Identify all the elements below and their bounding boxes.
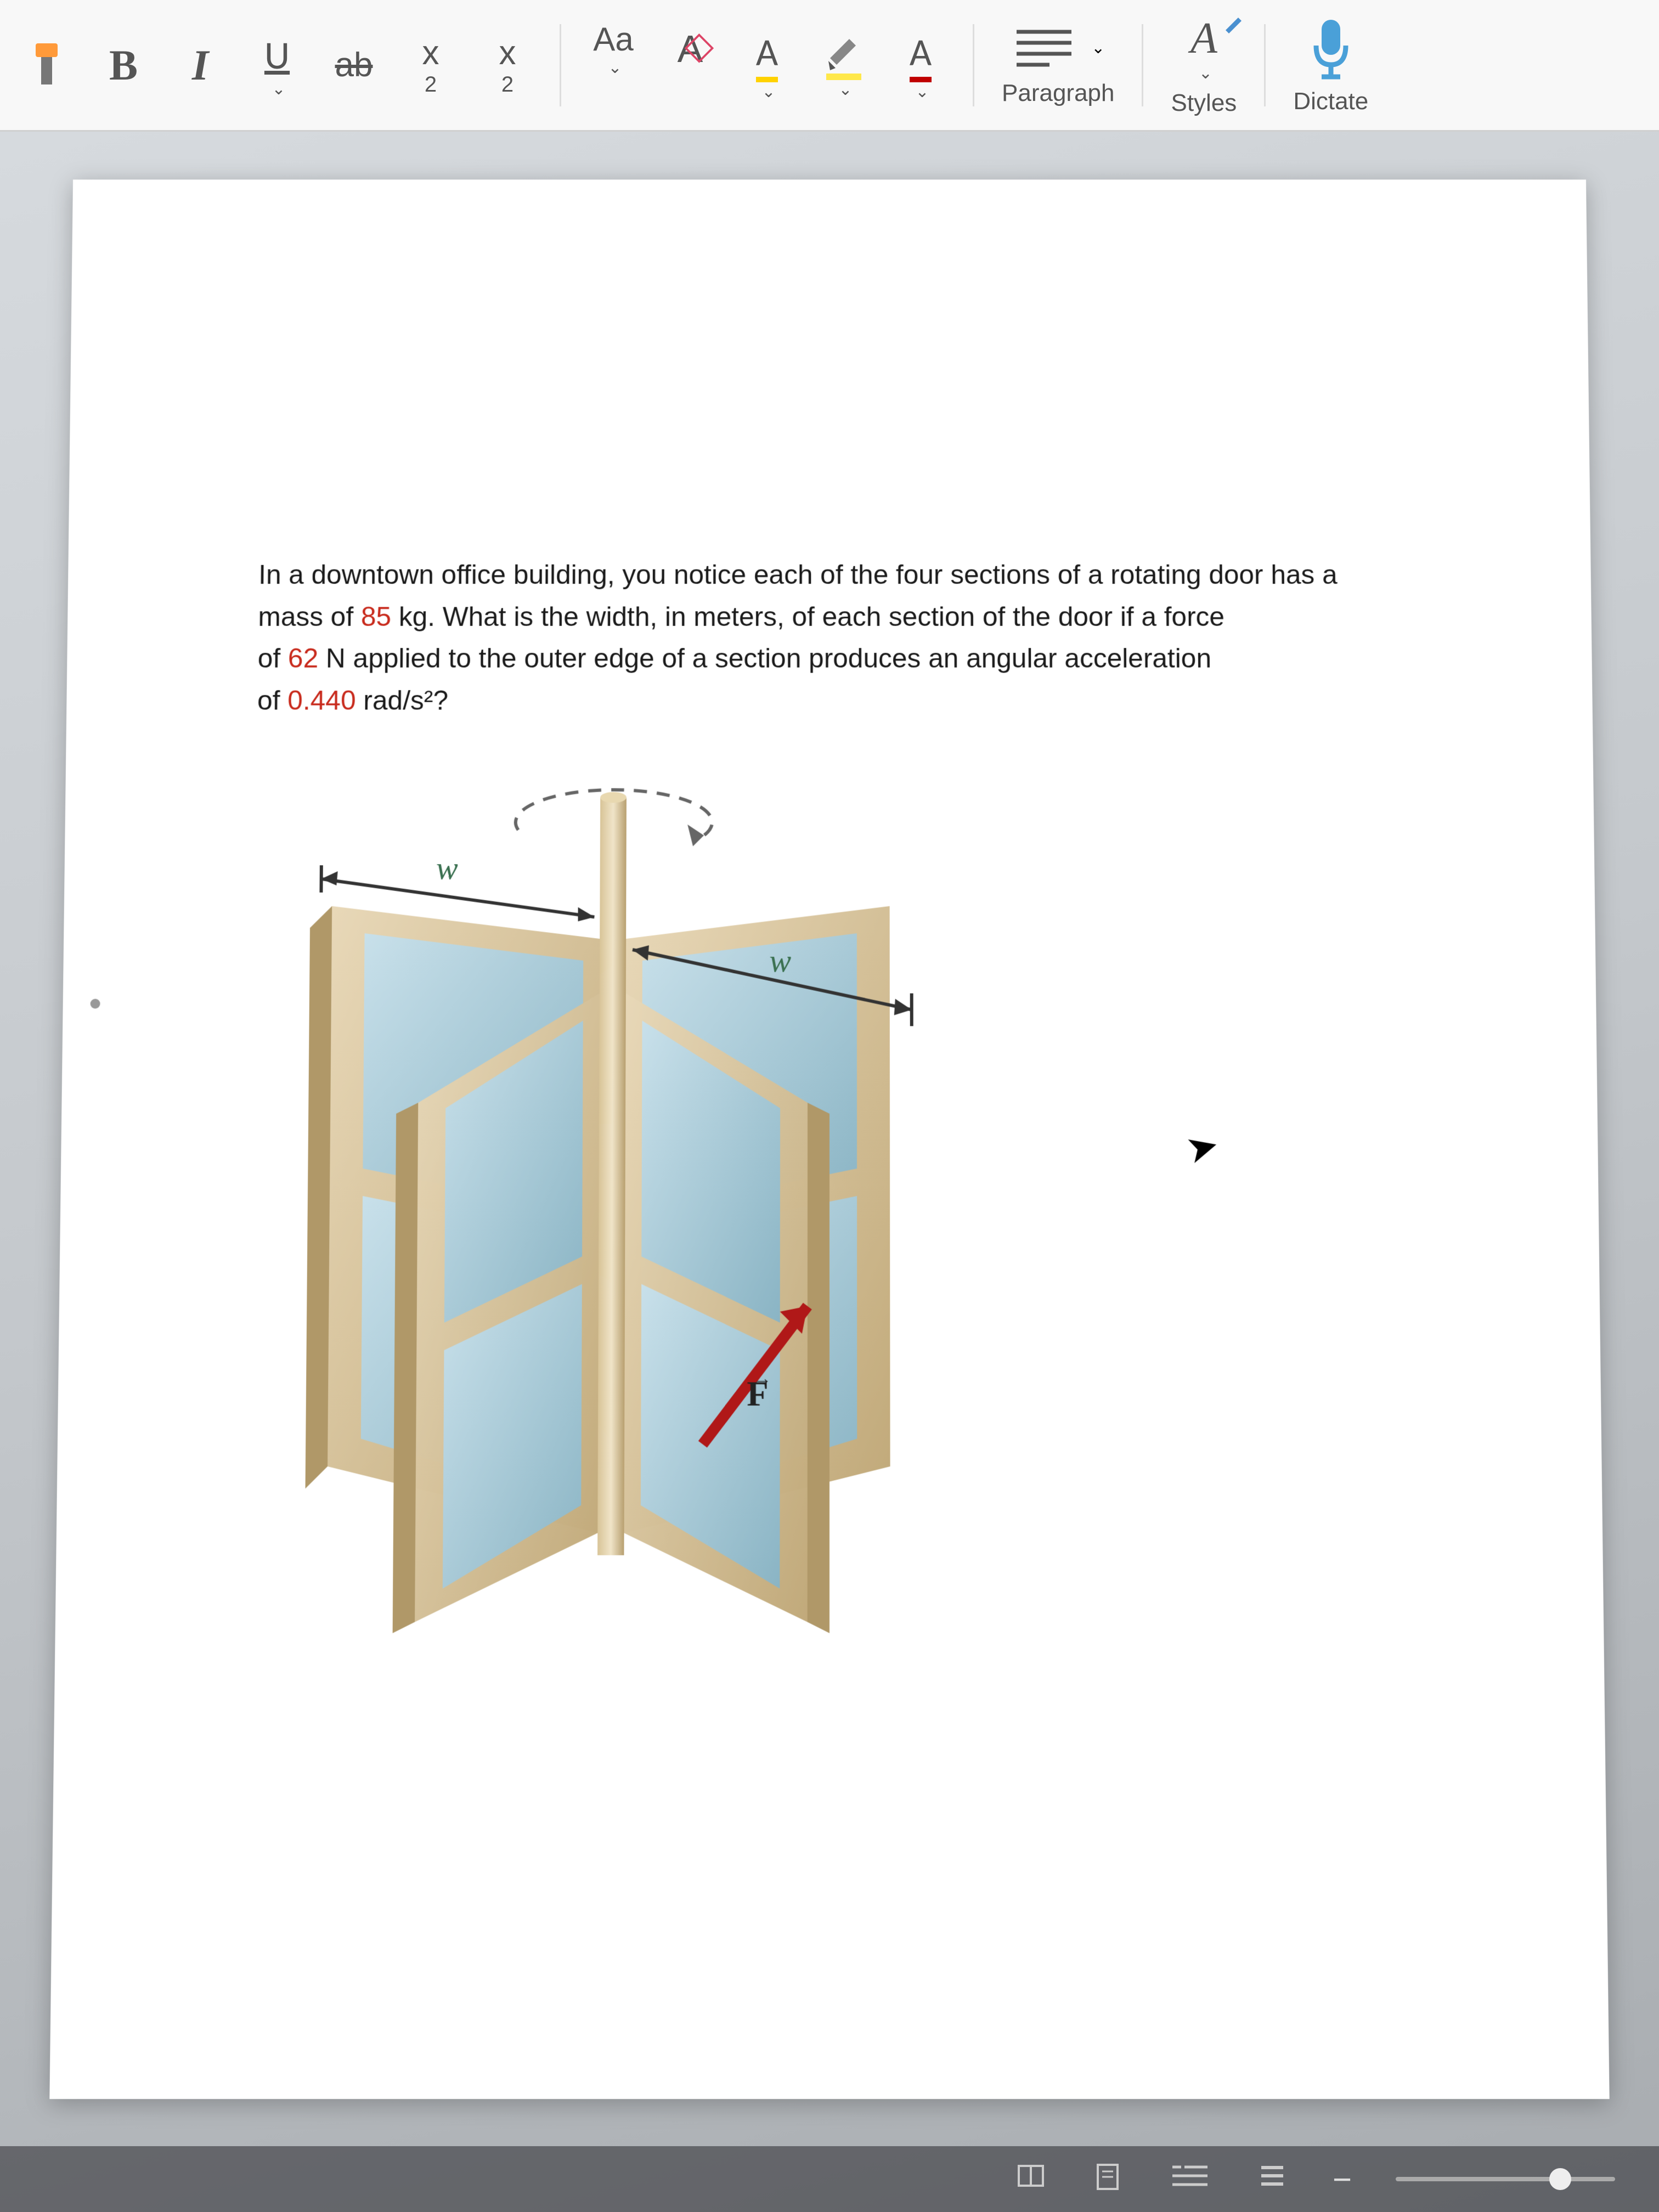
- text-line-1: In a downtown office building, you notic…: [258, 560, 1338, 590]
- underline-glyph: U: [264, 31, 290, 80]
- styles-button[interactable]: A ⌄: [1179, 14, 1228, 83]
- font-color-button[interactable]: A ⌄: [742, 27, 792, 104]
- highlight-button[interactable]: ⌄: [819, 27, 868, 104]
- text-line-3b: N applied to the outer edge of a section…: [318, 643, 1211, 673]
- divider: [973, 24, 974, 106]
- strikethrough-button[interactable]: ab: [329, 27, 379, 104]
- styles-glyph: A: [1190, 14, 1217, 64]
- mass-value: 85: [361, 601, 392, 631]
- paragraph-settings-button[interactable]: [1011, 24, 1077, 73]
- highlighter-icon: [822, 31, 866, 80]
- status-bar: −: [0, 2146, 1659, 2212]
- view-read-button[interactable]: [1014, 2159, 1047, 2199]
- divider: [1142, 24, 1143, 106]
- text-line-4b: rad/s²?: [356, 685, 448, 715]
- subscript-x: x: [422, 33, 439, 72]
- microphone-icon: [1306, 15, 1356, 81]
- divider: [560, 24, 561, 106]
- focus-button[interactable]: [1256, 2159, 1289, 2199]
- pen-icon: [1223, 14, 1245, 36]
- dictate-button[interactable]: [1306, 15, 1356, 81]
- dictate-group: Dictate: [1293, 15, 1368, 115]
- text-color-button[interactable]: A ⌄: [896, 27, 945, 104]
- clear-formatting-button[interactable]: A ◇: [665, 10, 715, 87]
- chevron-down-icon: ⌄: [608, 58, 622, 77]
- text-color-glyph: A: [910, 29, 932, 82]
- dictate-label: Dictate: [1293, 88, 1368, 115]
- force-label: F →: [747, 1368, 776, 1413]
- zoom-thumb[interactable]: [1549, 2168, 1571, 2190]
- chevron-down-icon: ⌄: [1199, 64, 1212, 83]
- text-line-4a: of: [257, 685, 288, 715]
- superscript-2: 2: [501, 72, 514, 97]
- styles-label: Styles: [1171, 89, 1237, 117]
- chevron-down-icon: ⌄: [838, 80, 852, 99]
- text-line-3a: of: [258, 643, 289, 673]
- italic-button[interactable]: I: [176, 27, 225, 104]
- divider: [1264, 24, 1266, 106]
- problem-text[interactable]: In a downtown office building, you notic…: [257, 554, 1402, 721]
- zoom-slider[interactable]: [1396, 2177, 1615, 2181]
- paragraph-group: ⌄ Paragraph: [1002, 24, 1114, 107]
- bold-button[interactable]: B: [99, 27, 148, 104]
- document-page: In a downtown office building, you notic…: [49, 179, 1609, 2099]
- change-case-button[interactable]: Aa⌄: [589, 10, 638, 87]
- subscript-2: 2: [425, 72, 437, 97]
- width-label-right: w: [769, 943, 791, 979]
- case-glyph: Aa: [593, 20, 633, 58]
- view-web-button[interactable]: [1168, 2159, 1212, 2199]
- width-label-left: w: [436, 850, 459, 886]
- ribbon-toolbar: B I U ⌄ ab x2 x2 Aa⌄ A ◇ A ⌄ ⌄ A ⌄: [0, 0, 1659, 132]
- view-print-button[interactable]: [1091, 2159, 1124, 2199]
- subscript-button[interactable]: x2: [406, 27, 455, 104]
- mouse-cursor-icon: ➤: [1181, 1121, 1223, 1173]
- zoom-out-button[interactable]: −: [1333, 2160, 1352, 2198]
- superscript-x: x: [499, 33, 516, 72]
- revolving-door-diagram: w w F →: [249, 765, 1023, 1644]
- chevron-down-icon[interactable]: ⌄: [1091, 38, 1105, 58]
- text-line-2b: kg. What is the width, in meters, of eac…: [391, 601, 1224, 631]
- clearfmt-glyph: A ◇: [678, 27, 703, 71]
- door-svg: w w F →: [249, 765, 1023, 1644]
- underline-button[interactable]: U ⌄: [252, 27, 302, 104]
- margin-marker: [90, 999, 100, 1009]
- format-painter-button[interactable]: [22, 27, 71, 104]
- superscript-button[interactable]: x2: [483, 27, 532, 104]
- chevron-down-icon: ⌄: [915, 82, 929, 101]
- force-value: 62: [288, 643, 319, 673]
- paragraph-icon: [1011, 24, 1077, 73]
- font-color-glyph: A: [756, 29, 778, 82]
- paragraph-label: Paragraph: [1002, 80, 1114, 107]
- text-line-2a: mass of: [258, 601, 361, 631]
- alpha-value: 0.440: [287, 685, 356, 715]
- chevron-down-icon: ⌄: [761, 82, 775, 101]
- styles-group: A ⌄ Styles: [1171, 14, 1237, 117]
- chevron-down-icon: ⌄: [272, 80, 285, 99]
